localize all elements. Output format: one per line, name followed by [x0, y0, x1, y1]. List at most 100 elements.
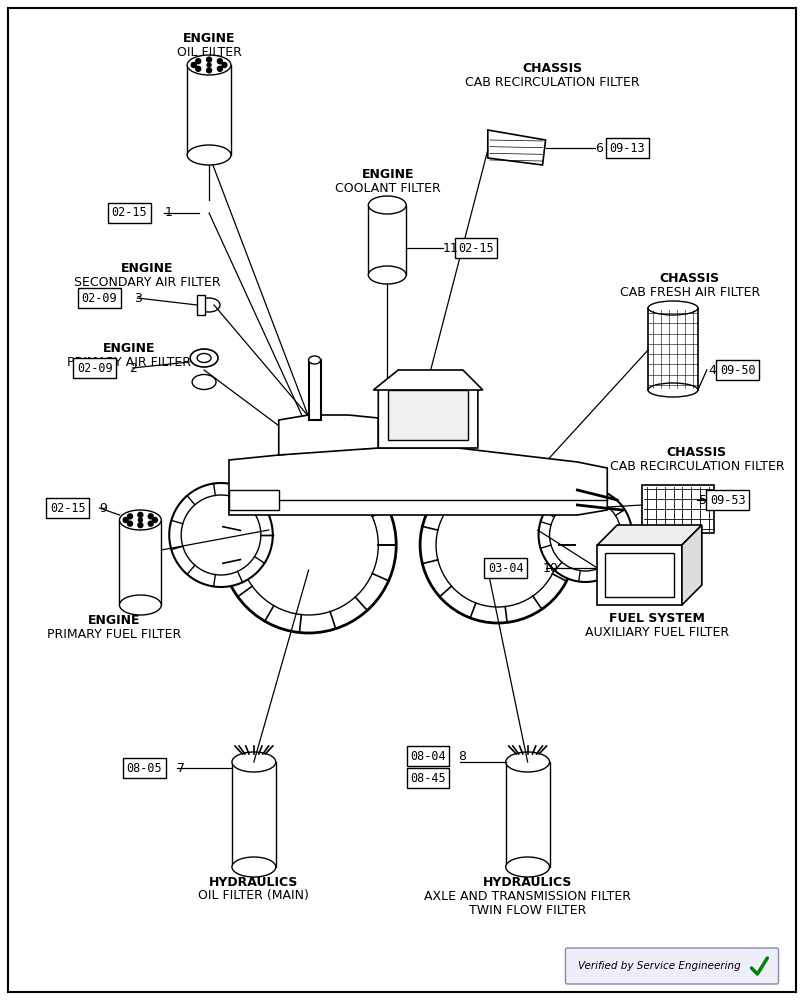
- Text: PRIMARY FUEL FILTER: PRIMARY FUEL FILTER: [48, 628, 182, 641]
- Circle shape: [138, 523, 143, 528]
- Text: CHASSIS: CHASSIS: [660, 271, 720, 284]
- Text: CHASSIS: CHASSIS: [523, 62, 583, 75]
- Circle shape: [148, 521, 154, 526]
- Bar: [648, 308, 698, 390]
- Circle shape: [169, 483, 273, 587]
- Ellipse shape: [506, 857, 549, 877]
- Text: 5: 5: [699, 493, 707, 506]
- Text: 08-04: 08-04: [410, 750, 446, 762]
- Bar: [197, 295, 205, 315]
- Ellipse shape: [232, 857, 276, 877]
- Text: 09-53: 09-53: [710, 493, 746, 506]
- Circle shape: [124, 518, 128, 522]
- Ellipse shape: [192, 374, 216, 389]
- Text: 11: 11: [443, 241, 459, 254]
- Circle shape: [436, 483, 559, 607]
- Ellipse shape: [198, 298, 220, 312]
- Text: AUXILIARY FUEL FILTER: AUXILIARY FUEL FILTER: [585, 626, 729, 639]
- Polygon shape: [682, 525, 702, 605]
- Polygon shape: [597, 525, 702, 545]
- FancyBboxPatch shape: [566, 948, 778, 984]
- Ellipse shape: [187, 55, 231, 75]
- Ellipse shape: [187, 145, 231, 165]
- Text: HYDRAULICS: HYDRAULICS: [209, 876, 298, 888]
- Text: HYDRAULICS: HYDRAULICS: [483, 876, 572, 888]
- Text: OIL FILTER: OIL FILTER: [177, 45, 242, 58]
- Circle shape: [207, 63, 211, 67]
- Bar: [229, 490, 279, 510]
- Bar: [605, 553, 674, 597]
- Ellipse shape: [120, 595, 162, 615]
- Bar: [389, 390, 468, 440]
- Text: AXLE AND TRANSMISSION FILTER: AXLE AND TRANSMISSION FILTER: [424, 890, 631, 902]
- Circle shape: [153, 518, 158, 522]
- Polygon shape: [378, 380, 478, 448]
- Circle shape: [539, 488, 632, 582]
- Circle shape: [207, 68, 212, 73]
- Text: 7: 7: [177, 762, 185, 774]
- Circle shape: [128, 521, 133, 526]
- Text: 3: 3: [134, 292, 142, 304]
- Text: TWIN FLOW FILTER: TWIN FLOW FILTER: [469, 904, 587, 916]
- Circle shape: [128, 514, 133, 519]
- Text: ENGINE: ENGINE: [103, 342, 156, 355]
- Text: 9: 9: [99, 502, 107, 514]
- Text: ENGINE: ENGINE: [88, 613, 141, 626]
- Text: Verified by Service Engineering: Verified by Service Engineering: [578, 961, 741, 971]
- Text: COOLANT FILTER: COOLANT FILTER: [335, 182, 441, 196]
- Circle shape: [196, 59, 200, 64]
- Bar: [120, 520, 162, 605]
- Text: SECONDARY AIR FILTER: SECONDARY AIR FILTER: [74, 275, 221, 288]
- Text: 2: 2: [129, 361, 137, 374]
- Text: OIL FILTER (MAIN): OIL FILTER (MAIN): [199, 890, 309, 902]
- Circle shape: [217, 59, 222, 64]
- Text: 02-09: 02-09: [77, 361, 112, 374]
- Text: ENGINE: ENGINE: [183, 31, 235, 44]
- Ellipse shape: [197, 354, 211, 362]
- Ellipse shape: [648, 301, 698, 315]
- Ellipse shape: [120, 510, 162, 530]
- Bar: [187, 65, 231, 155]
- Text: ENGINE: ENGINE: [362, 168, 415, 182]
- Ellipse shape: [232, 752, 276, 772]
- Polygon shape: [229, 448, 608, 515]
- Circle shape: [191, 62, 196, 68]
- Text: 10: 10: [542, 562, 558, 574]
- Ellipse shape: [368, 196, 406, 214]
- Circle shape: [138, 512, 143, 517]
- Circle shape: [196, 66, 200, 71]
- Text: 02-15: 02-15: [50, 502, 86, 514]
- Circle shape: [138, 518, 142, 522]
- Text: 03-04: 03-04: [488, 562, 524, 574]
- Text: 02-15: 02-15: [458, 241, 494, 254]
- Ellipse shape: [368, 266, 406, 284]
- Circle shape: [217, 66, 222, 71]
- Circle shape: [148, 514, 154, 519]
- Polygon shape: [488, 130, 545, 165]
- Bar: [309, 360, 321, 420]
- Text: CAB FRESH AIR FILTER: CAB FRESH AIR FILTER: [620, 286, 760, 298]
- Circle shape: [549, 499, 621, 571]
- Text: PRIMARY AIR FILTER: PRIMARY AIR FILTER: [67, 356, 191, 368]
- Text: 08-05: 08-05: [127, 762, 162, 774]
- Circle shape: [239, 475, 378, 615]
- Bar: [232, 762, 276, 867]
- Circle shape: [420, 467, 575, 623]
- Bar: [642, 485, 713, 533]
- Text: 08-45: 08-45: [410, 772, 446, 784]
- Text: CAB RECIRCULATION FILTER: CAB RECIRCULATION FILTER: [465, 76, 640, 89]
- Text: 4: 4: [709, 363, 717, 376]
- Text: 1: 1: [164, 207, 172, 220]
- Text: 8: 8: [458, 750, 466, 762]
- Circle shape: [181, 495, 261, 575]
- Text: CAB RECIRCULATION FILTER: CAB RECIRCULATION FILTER: [609, 460, 785, 473]
- Text: CHASSIS: CHASSIS: [667, 446, 727, 458]
- Text: ENGINE: ENGINE: [121, 261, 174, 274]
- Text: 6: 6: [595, 141, 604, 154]
- Text: 02-15: 02-15: [112, 207, 147, 220]
- Circle shape: [222, 62, 227, 68]
- Text: FUEL SYSTEM: FUEL SYSTEM: [609, 611, 705, 624]
- Bar: [368, 205, 406, 275]
- Circle shape: [221, 457, 396, 633]
- Polygon shape: [279, 415, 378, 455]
